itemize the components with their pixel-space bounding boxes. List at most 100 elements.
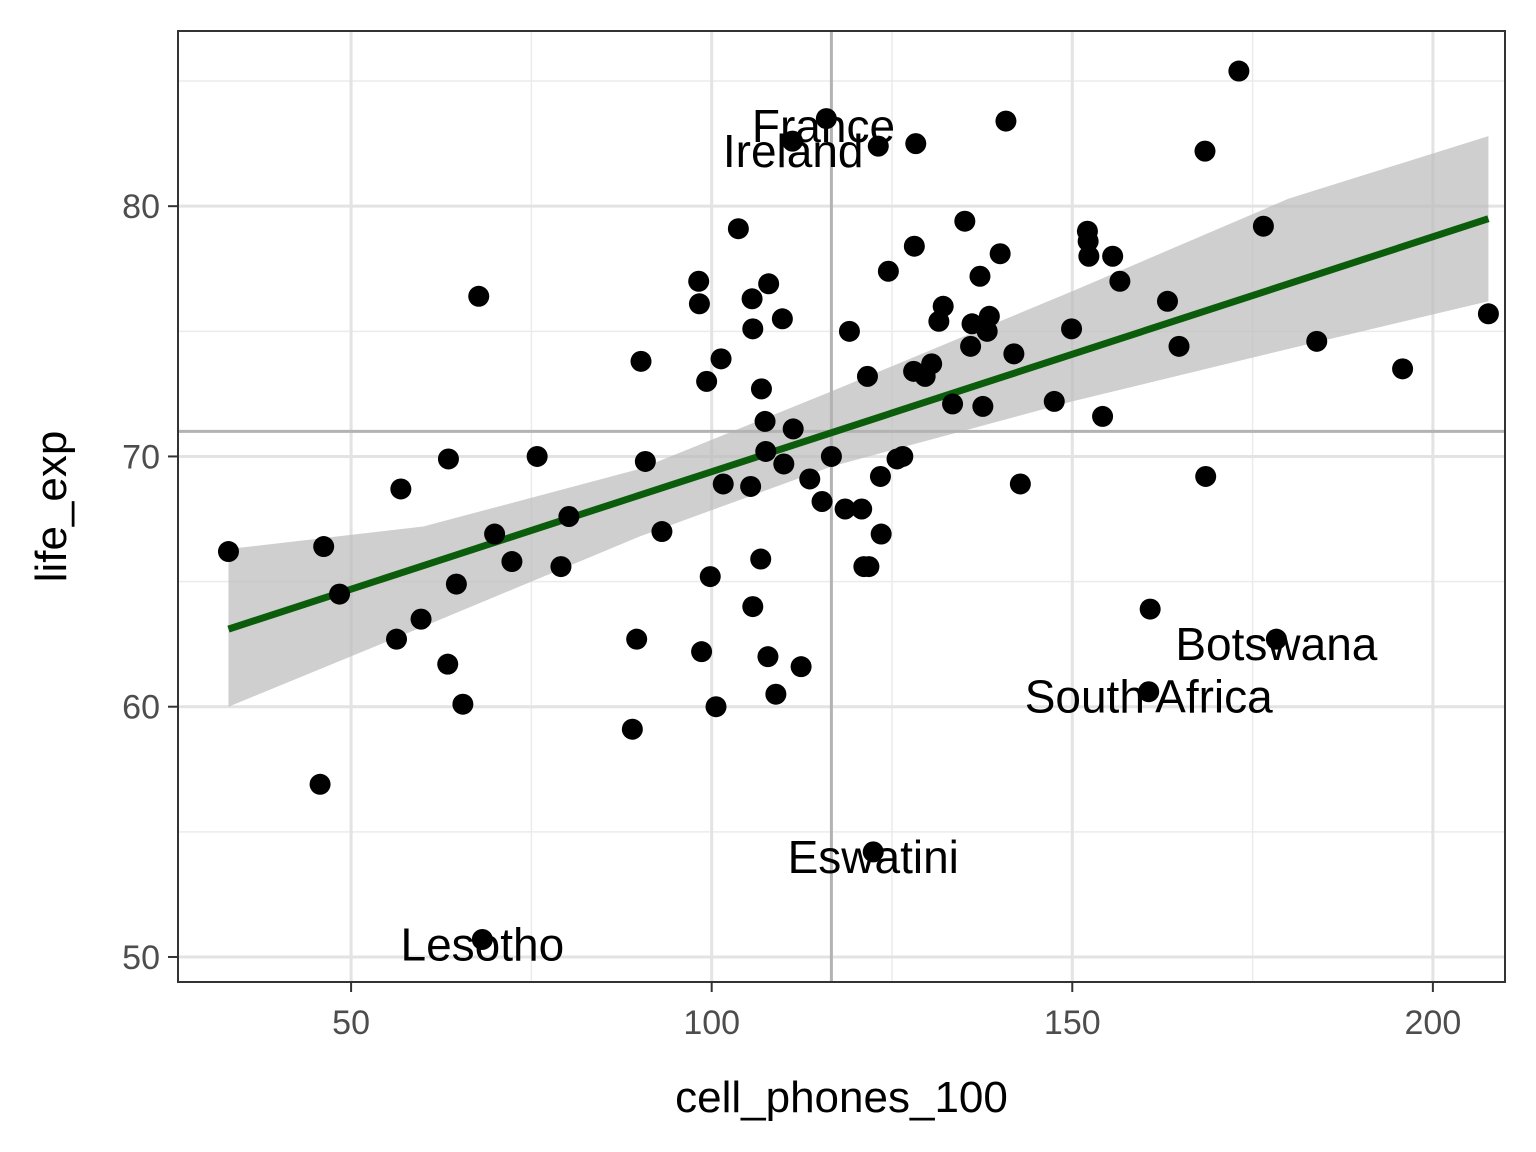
data-point xyxy=(626,628,648,650)
data-point xyxy=(856,365,878,387)
data-point xyxy=(1306,330,1328,352)
x-tick-label: 150 xyxy=(1044,1004,1101,1042)
x-axis: 50 100 150 200 xyxy=(332,982,1461,1042)
data-point xyxy=(437,653,459,675)
y-axis: 50 60 70 80 xyxy=(122,188,178,977)
data-point xyxy=(634,450,656,472)
y-tick-label: 60 xyxy=(122,689,160,727)
data-point xyxy=(727,218,749,240)
data-point xyxy=(1102,245,1124,267)
data-point xyxy=(742,596,764,618)
data-point xyxy=(765,683,787,705)
data-point xyxy=(978,305,1000,327)
data-point xyxy=(820,445,842,467)
data-point xyxy=(313,536,335,558)
x-tick-label: 100 xyxy=(683,1004,740,1042)
data-point xyxy=(630,350,652,372)
y-tick-label: 80 xyxy=(122,188,160,226)
data-point xyxy=(877,260,899,282)
data-point xyxy=(905,133,927,155)
data-point xyxy=(815,108,837,130)
data-point xyxy=(705,696,727,718)
data-point xyxy=(1078,245,1100,267)
data-point xyxy=(995,110,1017,132)
data-point xyxy=(471,928,493,950)
data-point xyxy=(790,656,812,678)
data-point xyxy=(750,548,772,570)
data-point xyxy=(550,556,572,578)
data-point xyxy=(712,473,734,495)
data-point xyxy=(892,445,914,467)
x-tick-label: 50 xyxy=(332,1004,370,1042)
data-point xyxy=(870,523,892,545)
point-label: Lesotho xyxy=(400,918,564,970)
data-point xyxy=(1138,681,1160,703)
data-point xyxy=(862,841,884,863)
data-point xyxy=(309,773,331,795)
data-point xyxy=(484,523,506,545)
data-point xyxy=(621,718,643,740)
data-point xyxy=(932,295,954,317)
data-point xyxy=(1077,230,1099,252)
data-point xyxy=(867,135,889,157)
data-point xyxy=(740,475,762,497)
data-point xyxy=(437,448,459,470)
data-point xyxy=(329,583,351,605)
data-point xyxy=(954,210,976,232)
y-axis-title: life_exp xyxy=(27,431,76,583)
data-point xyxy=(921,353,943,375)
data-point xyxy=(1228,60,1250,82)
data-point xyxy=(750,378,772,400)
data-point xyxy=(1009,473,1031,495)
x-tick-label: 200 xyxy=(1405,1004,1462,1042)
data-point xyxy=(1194,140,1216,162)
data-point xyxy=(754,410,776,432)
data-points xyxy=(217,60,1499,950)
data-point xyxy=(526,445,548,467)
data-point xyxy=(1139,598,1161,620)
data-point xyxy=(386,628,408,650)
data-point xyxy=(1043,390,1065,412)
data-point xyxy=(972,395,994,417)
data-point xyxy=(834,498,856,520)
data-point xyxy=(558,506,580,528)
data-point xyxy=(501,551,523,573)
data-point xyxy=(1156,290,1178,312)
panel-border xyxy=(177,30,1506,983)
data-point xyxy=(688,270,710,292)
data-point xyxy=(773,453,795,475)
data-point xyxy=(811,490,833,512)
data-point xyxy=(1092,405,1114,427)
data-point xyxy=(903,235,925,257)
data-point xyxy=(960,335,982,357)
data-point xyxy=(1109,270,1131,292)
data-point xyxy=(771,308,793,330)
data-point xyxy=(758,273,780,295)
data-point xyxy=(799,468,821,490)
point-label: Botswana xyxy=(1175,618,1377,670)
trend-line xyxy=(227,215,1490,633)
point-label: South Africa xyxy=(1025,671,1273,723)
data-point xyxy=(468,285,490,307)
data-point xyxy=(1392,358,1414,380)
data-point xyxy=(942,393,964,415)
data-point xyxy=(1265,628,1287,650)
data-point xyxy=(1061,318,1083,340)
data-point xyxy=(696,370,718,392)
data-point xyxy=(217,541,239,563)
y-tick-label: 70 xyxy=(122,438,160,476)
data-point xyxy=(742,318,764,340)
data-point xyxy=(858,556,880,578)
point-label: Ireland xyxy=(723,125,864,177)
data-point xyxy=(1252,215,1274,237)
data-point xyxy=(741,288,763,310)
data-point xyxy=(410,608,432,630)
data-point xyxy=(651,521,673,543)
data-point xyxy=(1168,335,1190,357)
data-point xyxy=(851,498,873,520)
data-point xyxy=(452,693,474,715)
data-point xyxy=(691,641,713,663)
data-point xyxy=(869,465,891,487)
